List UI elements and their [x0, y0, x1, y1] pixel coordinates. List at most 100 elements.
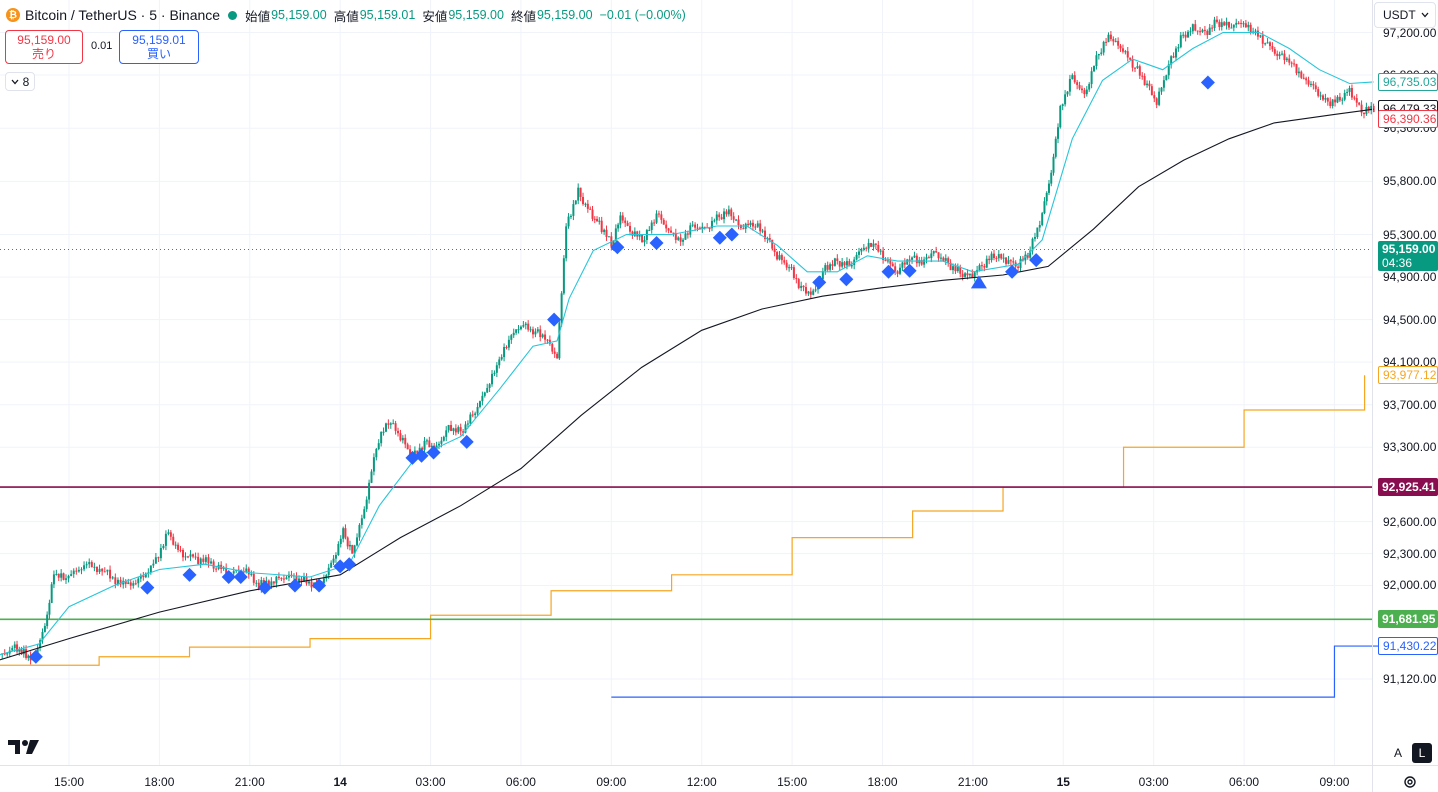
candle-body: [27, 655, 30, 658]
candle-body: [1220, 22, 1223, 27]
sell-button[interactable]: 95,159.00 売り: [5, 30, 83, 64]
price-tag-red-level: 96,390.36: [1378, 109, 1438, 128]
settings-gear-icon[interactable]: [1402, 774, 1418, 790]
candle-body: [1100, 52, 1103, 54]
candle-body: [660, 214, 663, 220]
symbol-title[interactable]: Bitcoin / TetherUS · 5 · Binance: [25, 7, 221, 23]
candle-body: [624, 220, 627, 223]
candle-body: [579, 187, 582, 197]
candle-body: [1228, 21, 1231, 28]
candle-body: [1052, 156, 1055, 173]
candle-body: [50, 584, 53, 603]
candle-body: [1206, 30, 1209, 35]
time-tick-label: 03:00: [1138, 775, 1169, 789]
log-scale-button[interactable]: L: [1412, 743, 1432, 763]
candle-body: [1155, 98, 1158, 105]
candle-body: [363, 509, 366, 519]
tradingview-logo-icon[interactable]: [8, 738, 40, 756]
candle-body: [855, 254, 858, 260]
candle-body: [445, 430, 448, 437]
candle-body: [303, 576, 306, 582]
candle-body: [1090, 71, 1093, 85]
candle-body: [703, 226, 706, 228]
market-status-icon[interactable]: [228, 10, 238, 20]
candle-body: [55, 573, 58, 575]
candle-body: [282, 578, 285, 580]
candle-body: [1278, 54, 1281, 56]
candle-body: [737, 219, 740, 225]
candle-body: [471, 414, 474, 416]
candle-body: [874, 243, 877, 245]
candle-body: [1194, 24, 1197, 31]
candle-body: [1201, 29, 1204, 32]
auto-scale-button[interactable]: A: [1393, 746, 1402, 760]
candle-body: [865, 247, 868, 249]
candle-body: [1191, 24, 1194, 32]
candle-body: [992, 253, 995, 259]
price-tag-ema-fast: 96,735.03: [1378, 72, 1438, 91]
candle-body: [1259, 35, 1262, 37]
bitcoin-logo-icon: ₿: [6, 8, 20, 22]
signal-diamond-marker: [812, 275, 827, 290]
candle-body: [956, 267, 959, 272]
candle-body: [380, 431, 383, 444]
candle-body: [39, 640, 42, 648]
candle-body: [1338, 96, 1341, 101]
candle-body: [1121, 48, 1124, 52]
signal-diamond-marker: [140, 580, 155, 595]
candle-body: [942, 257, 945, 261]
chevron-down-icon: [1421, 12, 1429, 18]
candle-body: [172, 536, 175, 545]
signal-diamond-marker: [1005, 264, 1020, 279]
candle-body: [800, 285, 803, 288]
candle-body: [778, 255, 781, 260]
ohlc-low-value: 95,159.00: [448, 8, 504, 22]
currency-selector[interactable]: USDT: [1374, 2, 1436, 28]
candle-body: [1080, 88, 1083, 91]
candle-body: [344, 528, 347, 538]
candle-body: [225, 567, 228, 575]
candle-body: [202, 558, 205, 562]
indicators-toggle-button[interactable]: 8: [5, 72, 35, 91]
candle-body: [348, 544, 351, 547]
candle-body: [272, 581, 275, 584]
candle-body: [1009, 260, 1012, 262]
candle-body: [896, 271, 899, 274]
candle-body: [541, 334, 544, 338]
candle-body: [401, 437, 404, 441]
candle-body: [1283, 53, 1286, 61]
candle-body: [1012, 261, 1015, 263]
candle-body: [330, 562, 333, 568]
candle-body: [848, 261, 851, 267]
buy-button[interactable]: 95,159.01 買い: [119, 30, 199, 64]
candle-body: [207, 557, 210, 564]
time-tick-label: 21:00: [234, 775, 265, 789]
candle-body: [174, 544, 177, 546]
candle-body: [1247, 24, 1250, 28]
candle-body: [783, 260, 786, 263]
signal-diamond-marker: [312, 578, 327, 593]
candle-body: [498, 359, 501, 366]
price-tag-last-price: 95,159.00 04:36: [1378, 240, 1438, 271]
candle-body: [507, 339, 510, 348]
ohlc-open-value: 95,159.00: [271, 8, 327, 22]
candle-body: [1314, 85, 1317, 90]
time-tick-label: 06:00: [505, 775, 536, 789]
candle-body: [1288, 58, 1291, 63]
candle-body: [1064, 94, 1067, 105]
signal-diamond-marker: [649, 236, 664, 251]
candle-body: [1309, 83, 1312, 85]
candle-body: [551, 343, 554, 352]
candle-body: [1172, 56, 1175, 58]
candle-body: [109, 569, 112, 579]
candle-body: [780, 255, 783, 261]
candle-body: [22, 649, 25, 655]
candle-body: [1276, 53, 1279, 56]
candle-body: [1078, 85, 1081, 89]
candle-body: [684, 233, 687, 240]
candle-body: [409, 449, 412, 457]
currency-label: USDT: [1383, 8, 1416, 22]
candle-body: [1138, 66, 1141, 76]
candle-body: [459, 427, 462, 432]
